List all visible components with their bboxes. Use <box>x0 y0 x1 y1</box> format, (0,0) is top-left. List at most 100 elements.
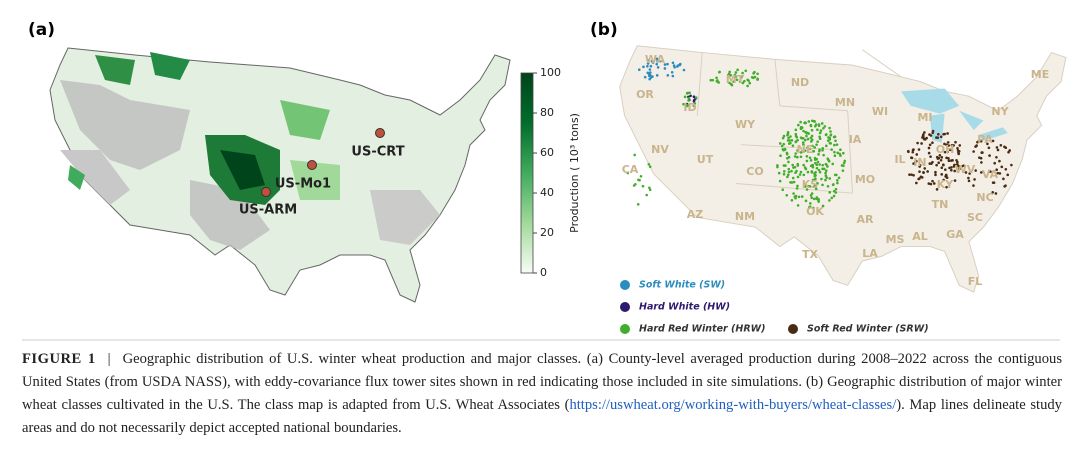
class-dot <box>648 188 652 192</box>
class-dot <box>822 153 825 157</box>
link[interactable]: https://uswheat.org/working-with-buyers/… <box>569 397 897 413</box>
class-dot <box>649 64 653 68</box>
class-dot <box>920 176 924 179</box>
class-dot <box>929 155 932 158</box>
class-dot <box>832 194 836 198</box>
class-dot <box>796 175 800 179</box>
class-dot <box>927 151 931 155</box>
class-dot <box>939 158 943 162</box>
class-dot <box>687 96 691 100</box>
class-dot <box>833 173 837 177</box>
class-dot <box>934 170 937 174</box>
class-dot <box>818 131 822 135</box>
class-dot <box>783 148 787 151</box>
class-dot <box>802 129 805 133</box>
class-dot <box>834 191 838 194</box>
class-dot <box>797 195 801 199</box>
class-dot <box>790 138 794 142</box>
class-dot <box>803 138 807 142</box>
class-dot <box>956 146 959 150</box>
class-dot <box>958 144 962 147</box>
class-dot <box>659 59 662 63</box>
class-dot <box>947 157 950 160</box>
class-dot <box>837 176 841 180</box>
class-dot <box>832 183 835 186</box>
class-dot <box>939 135 943 139</box>
class-dot <box>656 66 660 69</box>
class-dot <box>809 202 812 205</box>
tick-label: 60 <box>540 146 554 159</box>
class-dot <box>950 168 953 172</box>
figure-label: FIGURE 1 <box>22 351 96 367</box>
class-dot <box>821 183 824 187</box>
class-dot <box>673 65 676 69</box>
class-dot <box>637 68 641 71</box>
class-dot <box>806 146 809 149</box>
class-dot <box>778 179 782 183</box>
class-dot <box>787 170 791 174</box>
class-dot <box>655 57 659 61</box>
separator: | <box>107 351 111 367</box>
class-dot <box>991 181 995 184</box>
class-dot <box>732 80 735 84</box>
class-dot <box>943 142 946 146</box>
class-dot <box>780 144 784 148</box>
class-dot <box>647 163 651 166</box>
class-dot <box>790 198 794 202</box>
class-dot <box>756 77 759 81</box>
panel-label: (a) <box>28 20 55 40</box>
class-dot <box>980 151 984 154</box>
site-label: US-CRT <box>351 145 404 160</box>
class-dot <box>794 128 798 132</box>
class-dot <box>693 102 697 105</box>
class-dot <box>666 74 670 77</box>
class-dot <box>784 164 787 167</box>
state-label: NM <box>735 210 755 223</box>
state-label: LA <box>862 247 878 260</box>
class-dot <box>841 169 845 172</box>
class-dot <box>643 75 647 79</box>
class-dot <box>911 150 915 154</box>
class-dot <box>828 191 832 194</box>
class-dot <box>950 166 953 169</box>
class-dot <box>817 197 820 201</box>
class-dot <box>746 78 749 82</box>
class-dot <box>778 142 782 145</box>
class-dot <box>803 185 807 189</box>
class-dot <box>824 169 828 173</box>
class-dot <box>956 162 959 166</box>
class-dot <box>964 171 968 174</box>
class-dot <box>782 172 786 176</box>
class-dot <box>927 146 931 150</box>
class-dot <box>937 132 940 136</box>
class-dot <box>729 73 733 77</box>
class-dot <box>820 122 824 125</box>
class-dot <box>915 181 918 185</box>
class-dot <box>781 136 785 140</box>
class-dot <box>824 162 828 166</box>
class-dot <box>945 176 949 179</box>
class-dot <box>912 148 915 151</box>
class-dot <box>952 144 955 147</box>
class-dot <box>728 81 731 85</box>
class-dot <box>728 70 731 74</box>
legend: Soft White (SW) Hard White (HW) Hard Red W… <box>620 280 929 335</box>
class-dot <box>960 165 963 168</box>
class-dot <box>915 153 919 156</box>
class-dot <box>967 176 970 180</box>
class-dot <box>806 170 810 174</box>
class-dot <box>836 179 839 182</box>
class-dot <box>979 139 983 143</box>
class-dot <box>647 74 651 78</box>
class-dot <box>781 147 785 151</box>
class-dot <box>824 174 828 178</box>
class-dot <box>953 169 956 173</box>
class-dot <box>828 177 832 180</box>
class-dot <box>930 162 933 165</box>
class-dot <box>651 61 655 64</box>
class-dot <box>979 156 983 160</box>
class-dot <box>968 172 971 175</box>
class-dot <box>957 164 961 168</box>
class-dot <box>945 174 948 177</box>
